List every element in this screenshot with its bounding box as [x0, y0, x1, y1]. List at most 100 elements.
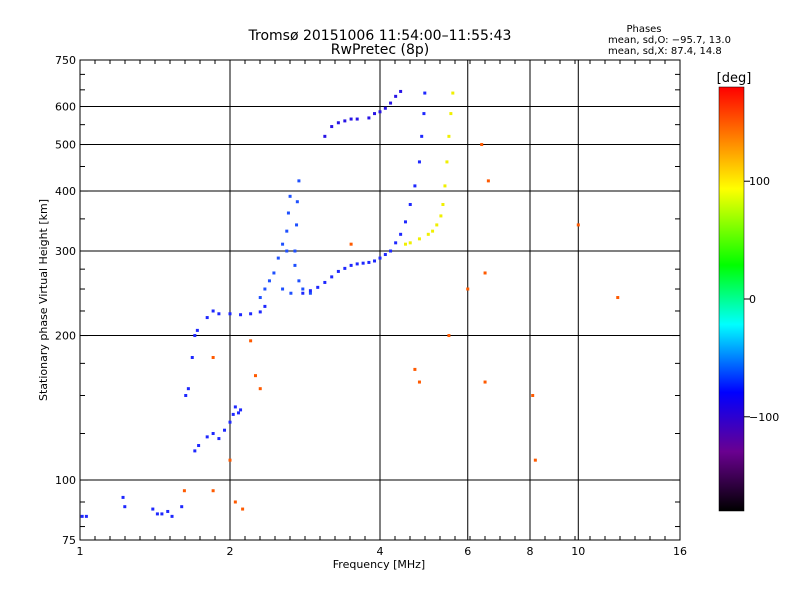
echo-point — [308, 289, 312, 293]
echo-point — [239, 313, 243, 317]
echo-point — [253, 374, 257, 378]
echo-point — [205, 316, 209, 320]
echo-point — [616, 296, 620, 300]
echo-point — [233, 500, 237, 504]
chart-subtitle: RwPretec (8p) — [331, 42, 429, 58]
echo-point — [420, 134, 424, 138]
echo-point — [330, 125, 334, 129]
echo-point — [466, 287, 470, 291]
echo-point — [378, 110, 382, 114]
echo-point — [349, 117, 353, 121]
echo-point — [223, 428, 227, 432]
colorbar — [719, 87, 744, 511]
echo-point — [417, 380, 421, 384]
echo-point — [426, 232, 430, 236]
echo-point — [531, 394, 535, 398]
echo-point — [195, 328, 199, 332]
echo-point — [373, 259, 377, 263]
echo-point — [451, 91, 455, 95]
echo-point — [431, 229, 435, 233]
echo-point — [394, 94, 398, 98]
x-tick-labels: 1 2 4 6 8 10 16 — [77, 545, 688, 558]
echo-point — [449, 112, 453, 116]
y-tick-label: 75 — [62, 534, 76, 547]
echo-point — [297, 279, 301, 283]
echo-point — [249, 339, 253, 343]
echo-point — [263, 304, 267, 308]
echo-point — [408, 241, 412, 245]
echo-point — [276, 256, 280, 260]
echo-point — [323, 280, 327, 284]
echo-point — [289, 291, 293, 295]
echo-point — [293, 263, 297, 267]
echo-point — [447, 334, 451, 338]
colorbar-tick-label: 0 — [749, 293, 756, 306]
echo-point — [193, 449, 197, 453]
echo-point — [441, 202, 445, 206]
y-axis-label: Stationary phase Virtual Height [km] — [37, 199, 50, 401]
echo-point — [285, 249, 289, 253]
echo-point — [236, 411, 240, 415]
series-o-mode-f2-trace — [301, 91, 427, 295]
echo-point — [123, 505, 127, 509]
colorbar-ticks: 100 0 −100 — [744, 175, 779, 424]
echo-point — [182, 489, 186, 493]
echo-point — [285, 229, 289, 233]
echo-point — [233, 405, 237, 409]
echo-point — [576, 223, 580, 227]
echo-point — [295, 200, 299, 204]
chart-title: Tromsø 20151006 11:54:00–11:55:43 — [248, 28, 512, 44]
echo-point — [263, 287, 267, 291]
echo-point — [217, 437, 221, 441]
echo-point — [301, 291, 305, 295]
echo-point — [373, 112, 377, 116]
x-tick-label: 6 — [464, 545, 471, 558]
echo-point — [166, 509, 170, 513]
echo-point — [297, 179, 301, 183]
echo-point — [80, 514, 84, 518]
echo-point — [435, 223, 439, 227]
y-tick-label: 600 — [55, 101, 76, 114]
x-tick-label: 16 — [673, 545, 687, 558]
echo-point — [349, 263, 353, 267]
y-tick-label: 750 — [55, 54, 76, 67]
x-axis-label: Frequency [MHz] — [333, 558, 425, 571]
echo-point — [355, 117, 359, 121]
colorbar-unit-label: [deg] — [717, 71, 752, 86]
x-tick-label: 2 — [227, 545, 234, 558]
series-o-mode-f2-upper-oblique — [323, 89, 403, 138]
echo-point — [378, 256, 382, 260]
echo-point — [288, 194, 292, 198]
echo-point — [286, 211, 290, 215]
echo-point — [155, 512, 159, 516]
echo-point — [399, 232, 403, 236]
echo-point — [190, 355, 194, 359]
echo-point — [293, 249, 297, 253]
echo-point — [361, 261, 365, 265]
series-o-mode-e-region-low — [80, 495, 184, 518]
echo-point — [258, 310, 262, 314]
echo-point — [445, 160, 449, 164]
echo-point — [443, 184, 447, 188]
echo-points — [80, 89, 620, 518]
x-tick-label: 8 — [527, 545, 534, 558]
echo-point — [241, 507, 245, 511]
echo-point — [267, 279, 271, 283]
phases-x-stats: mean, sd,X: 87.4, 14.8 — [608, 46, 722, 57]
echo-point — [439, 214, 443, 218]
x-tick-label: 1 — [77, 545, 84, 558]
phases-o-stats: mean, sd,O: −95.7, 13.0 — [608, 35, 731, 46]
series-o-mode-f1-lower-branch — [184, 304, 267, 453]
echo-point — [217, 312, 221, 316]
echo-point — [205, 435, 209, 439]
echo-point — [533, 458, 537, 462]
y-tick-label: 100 — [55, 474, 76, 487]
y-tick-label: 500 — [55, 139, 76, 152]
echo-point — [193, 334, 197, 338]
echo-point — [336, 269, 340, 273]
echo-point — [403, 242, 407, 246]
grid-lines — [80, 60, 680, 540]
y-tick-label: 400 — [55, 185, 76, 198]
echo-point — [483, 271, 487, 275]
series-x-mode-f2-trace — [403, 91, 455, 246]
